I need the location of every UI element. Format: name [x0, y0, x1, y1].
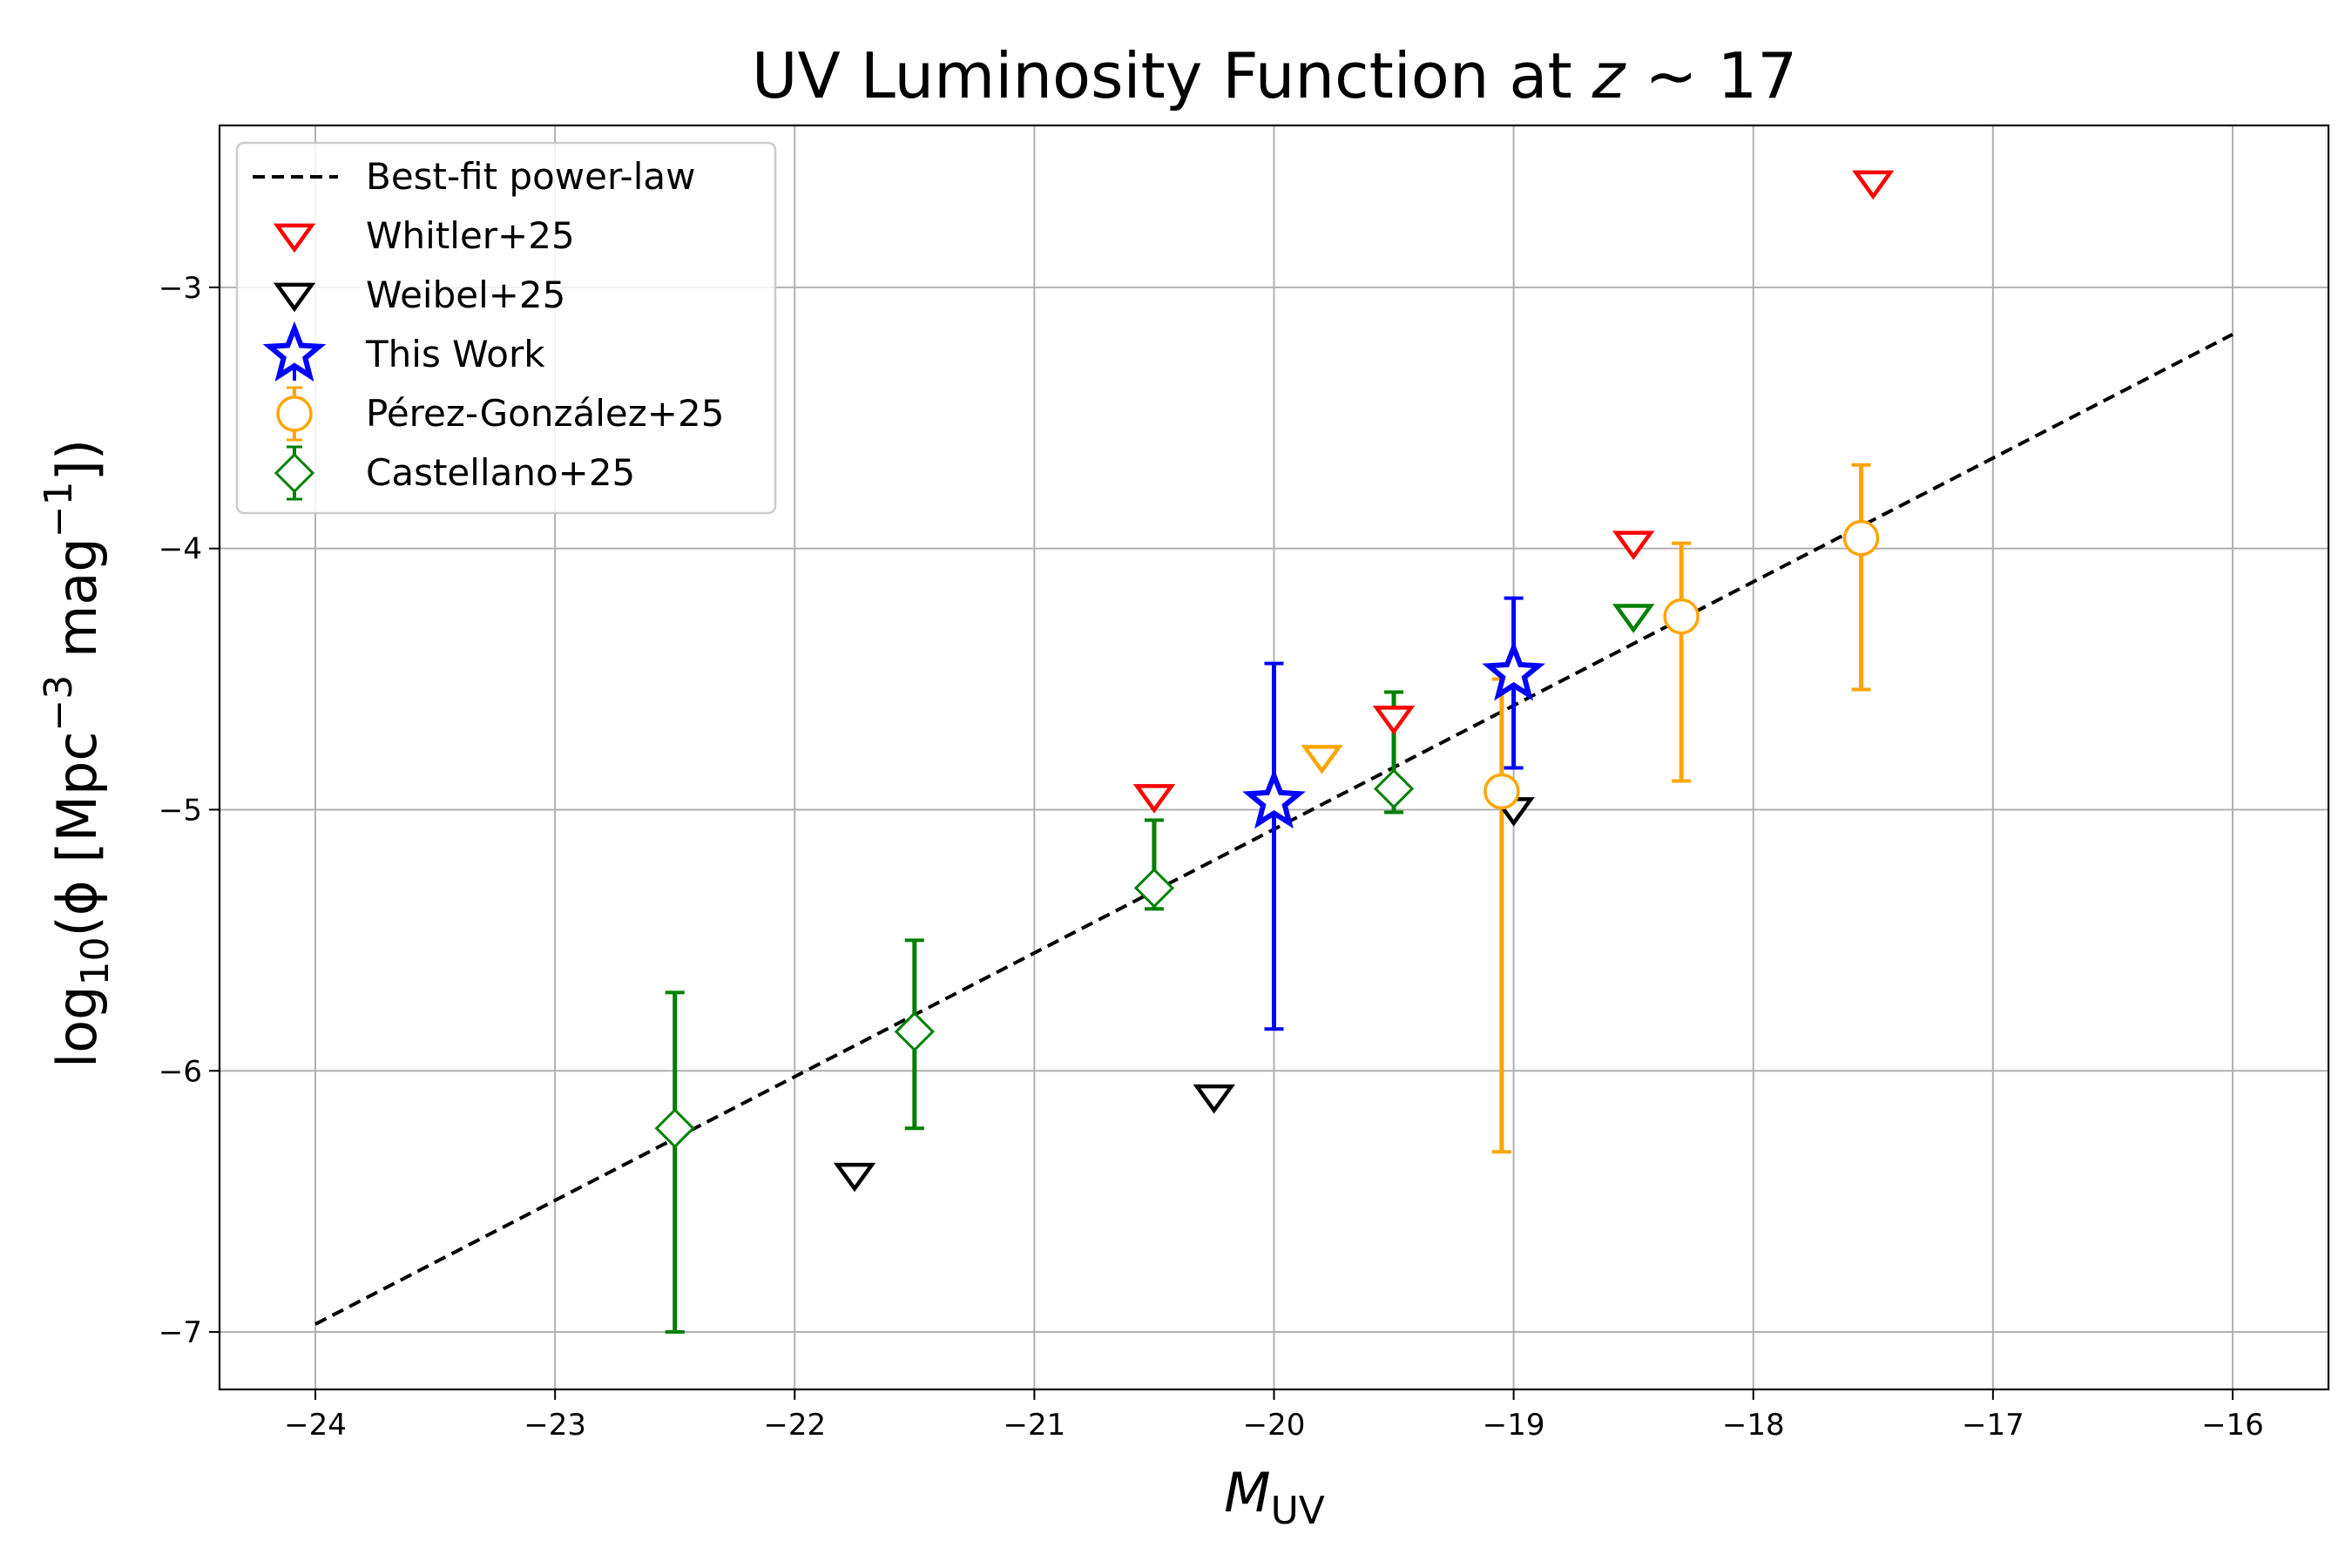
x-tick-label: −22 [763, 1408, 826, 1443]
legend-symbol-castellano-25 [274, 452, 315, 494]
legend-label: Pérez-González+25 [366, 392, 724, 435]
p-rez-gonz-lez-25-point [1484, 773, 1520, 810]
legend-symbol-whitler-25 [273, 223, 316, 253]
upper-limit-marker [1301, 745, 1343, 774]
legend-label: Best-fit power-law [366, 155, 695, 198]
whitler-25-point [1132, 784, 1176, 814]
whitler-25-point [1612, 531, 1655, 560]
legend: Best-fit power-law Whitler+25 Weibel+25 Thi… [235, 141, 777, 515]
y-tick-label: −6 [159, 1054, 202, 1089]
x-tick-label: −18 [1722, 1408, 1785, 1443]
x-tick-label: −16 [2201, 1408, 2264, 1443]
legend-box [235, 141, 777, 515]
legend-label: Whitler+25 [366, 214, 575, 257]
legend-symbol-this-work [262, 321, 327, 382]
legend-symbol-p-rez-gonz-lez-25 [276, 395, 313, 432]
axis-ticks: −24 −23 −22 −21 −20 −19 −18 −17 −16 −7 −6 −5 −4 −3 [159, 271, 2264, 1443]
p-rez-gonz-lez-25-point [1663, 598, 1700, 635]
legend-label: This Work [365, 333, 545, 375]
y-tick-label: −3 [159, 271, 202, 306]
y-tick-label: −5 [159, 793, 202, 828]
whitler-25-point [1852, 170, 1895, 200]
this-work-point [1242, 768, 1306, 829]
this-work-point [1482, 640, 1545, 701]
y-axis-label: log10(ϕ [Mpc−3 mag−1]) [37, 439, 118, 1068]
x-tick-label: −23 [524, 1408, 586, 1443]
legend-label: Castellano+25 [366, 451, 635, 494]
castellano-25-point [1133, 868, 1175, 909]
chart-title: UV Luminosity Function at z ∼ 17 [752, 39, 1797, 112]
whitler-25-point [1372, 706, 1416, 735]
data-layer [654, 170, 1895, 1335]
x-tick-label: −21 [1004, 1408, 1066, 1443]
x-tick-label: −17 [1962, 1408, 2024, 1443]
x-axis-label: MUV [1224, 1461, 1325, 1533]
y-tick-label: −4 [159, 532, 202, 567]
legend-symbol-weibel-25 [273, 282, 316, 313]
legend-label: Weibel+25 [366, 274, 565, 316]
x-tick-label: −20 [1243, 1408, 1306, 1443]
x-tick-label: −19 [1483, 1408, 1545, 1443]
x-tick-label: −24 [284, 1408, 347, 1443]
castellano-25-point [894, 1011, 935, 1052]
y-tick-label: −7 [159, 1315, 202, 1350]
castellano-25-point [1373, 768, 1415, 809]
castellano-25-point [654, 1108, 695, 1149]
p-rez-gonz-lez-25-point [1842, 519, 1880, 557]
upper-limit-marker [1612, 604, 1655, 633]
weibel-25-point [833, 1162, 876, 1193]
weibel-25-point [1193, 1084, 1235, 1114]
